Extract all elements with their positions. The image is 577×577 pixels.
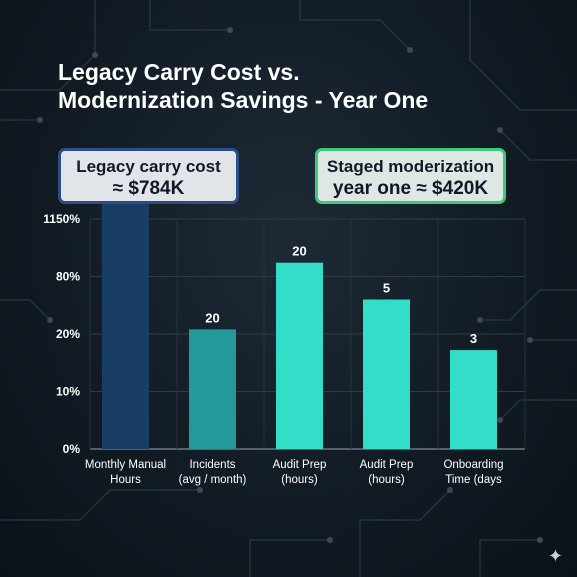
data-label: 20 xyxy=(205,310,219,325)
sparkle-icon: ✦ xyxy=(547,546,563,566)
bars xyxy=(102,202,497,449)
bar xyxy=(102,202,149,449)
y-tick-label: 20% xyxy=(56,327,80,341)
legacy-callout-line-1: Legacy carry cost xyxy=(76,157,221,176)
category-label: (avg / month) xyxy=(179,474,247,486)
category-label: Audit Prep xyxy=(360,459,414,471)
legacy-callout-value: ≈ $784K xyxy=(112,178,185,199)
y-tick-label: 1150% xyxy=(43,212,80,226)
category-label: (hours) xyxy=(281,474,318,486)
staged-callout-line-1: Staged moderization xyxy=(326,157,495,176)
chart-title-line-1: Legacy Carry Cost vs. xyxy=(58,59,300,85)
category-label: Audit Prep xyxy=(273,459,327,471)
legacy-cost-callout: Legacy carry cost ≈ $784K xyxy=(58,148,239,204)
data-label: 5 xyxy=(383,281,390,296)
chart-title: Legacy Carry Cost vs. Modernization Savi… xyxy=(58,58,518,114)
category-label: Time (days xyxy=(445,474,502,486)
y-tick-label: 0% xyxy=(63,442,81,456)
category-label: Monthly Manual xyxy=(85,459,166,471)
data-label: 3 xyxy=(470,331,477,346)
bar xyxy=(363,299,410,449)
bar xyxy=(189,329,236,449)
y-tick-label: 80% xyxy=(56,270,80,284)
data-label: 20 xyxy=(292,244,306,259)
staged-savings-callout: Staged moderization year one ≈ $420K xyxy=(315,148,506,204)
chart-title-line-2: Modernization Savings - Year One xyxy=(58,87,429,113)
bar xyxy=(276,262,323,449)
staged-callout-value: year one ≈ $420K xyxy=(332,178,489,199)
category-label: Incidents xyxy=(189,459,235,471)
category-label: Hours xyxy=(110,474,141,486)
category-label: (hours) xyxy=(368,474,405,486)
category-label: Onboarding xyxy=(443,459,503,471)
y-tick-label: 10% xyxy=(56,385,80,399)
bar xyxy=(450,350,497,449)
